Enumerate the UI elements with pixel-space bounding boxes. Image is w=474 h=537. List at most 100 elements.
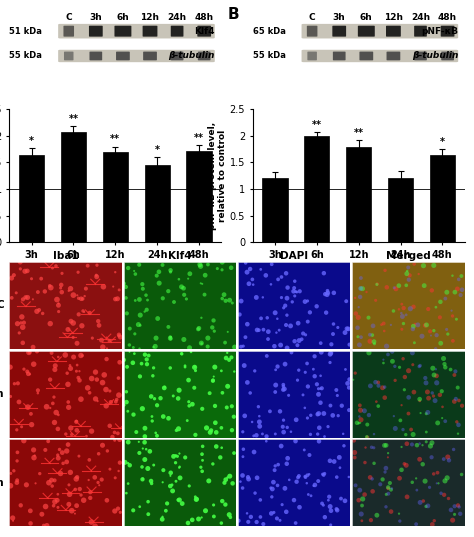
Point bbox=[386, 478, 394, 487]
Point bbox=[453, 418, 461, 426]
Point bbox=[351, 453, 358, 462]
Point bbox=[328, 340, 335, 349]
Point bbox=[193, 495, 201, 503]
Point bbox=[421, 321, 429, 330]
Point bbox=[226, 472, 234, 481]
Point bbox=[292, 437, 299, 445]
Point bbox=[150, 461, 157, 469]
Point bbox=[276, 407, 284, 416]
Point bbox=[283, 269, 290, 278]
Bar bbox=[61, 132, 86, 242]
Point bbox=[448, 306, 456, 315]
Point bbox=[124, 459, 132, 468]
Point bbox=[304, 317, 311, 326]
Point bbox=[245, 518, 252, 526]
Point bbox=[277, 341, 284, 350]
Point bbox=[431, 396, 439, 405]
Point bbox=[458, 470, 465, 479]
Point bbox=[351, 448, 358, 457]
Point bbox=[407, 425, 415, 434]
Point bbox=[282, 301, 289, 310]
Point bbox=[272, 381, 280, 389]
Point bbox=[287, 427, 295, 436]
Point bbox=[441, 477, 449, 485]
Point bbox=[192, 495, 200, 504]
Point bbox=[372, 378, 379, 387]
Point bbox=[292, 519, 300, 527]
Point bbox=[283, 311, 291, 320]
Point bbox=[68, 430, 75, 439]
Point bbox=[75, 310, 82, 318]
Point bbox=[180, 284, 187, 293]
Point bbox=[79, 307, 87, 315]
Point bbox=[257, 265, 264, 274]
Point bbox=[201, 291, 209, 299]
Point bbox=[284, 454, 292, 462]
Point bbox=[172, 459, 179, 467]
Point bbox=[141, 438, 148, 447]
Text: B: B bbox=[228, 7, 239, 22]
Point bbox=[380, 319, 387, 328]
Point bbox=[155, 267, 163, 276]
Point bbox=[160, 466, 167, 475]
Point bbox=[231, 343, 238, 351]
Point bbox=[368, 475, 376, 483]
Point bbox=[129, 359, 137, 367]
Point bbox=[433, 479, 440, 488]
Point bbox=[73, 426, 81, 434]
Point bbox=[447, 365, 455, 374]
Point bbox=[94, 397, 101, 405]
Point bbox=[166, 482, 174, 490]
Point bbox=[367, 516, 375, 525]
Point bbox=[144, 497, 152, 506]
Point bbox=[149, 372, 156, 380]
Point bbox=[272, 388, 279, 396]
Point bbox=[85, 455, 93, 464]
Point bbox=[352, 309, 360, 318]
Point bbox=[301, 297, 309, 306]
Point bbox=[130, 267, 138, 275]
Point bbox=[281, 360, 289, 368]
Point bbox=[150, 364, 157, 372]
Point bbox=[456, 503, 463, 511]
Point bbox=[303, 471, 311, 480]
Point bbox=[357, 333, 365, 342]
Point bbox=[158, 515, 166, 524]
Point bbox=[288, 348, 295, 357]
Point bbox=[383, 342, 391, 351]
Point bbox=[54, 496, 61, 505]
Point bbox=[259, 430, 266, 438]
Point bbox=[80, 496, 88, 505]
Point bbox=[43, 521, 51, 530]
Point bbox=[46, 281, 54, 290]
Point bbox=[64, 325, 72, 334]
Point bbox=[458, 286, 466, 294]
FancyBboxPatch shape bbox=[414, 52, 427, 60]
Point bbox=[434, 419, 441, 427]
Point bbox=[381, 441, 388, 449]
Point bbox=[185, 376, 192, 384]
Text: **: ** bbox=[354, 128, 364, 138]
Point bbox=[22, 293, 29, 302]
Point bbox=[139, 475, 146, 483]
Point bbox=[9, 517, 17, 525]
Point bbox=[64, 440, 72, 449]
Bar bbox=[304, 136, 329, 242]
Point bbox=[175, 496, 183, 504]
Point bbox=[42, 502, 49, 511]
Point bbox=[185, 482, 193, 490]
Point bbox=[81, 308, 88, 316]
Point bbox=[381, 266, 389, 274]
Point bbox=[419, 262, 427, 270]
Text: 55 kDa: 55 kDa bbox=[9, 52, 42, 61]
Point bbox=[330, 320, 337, 328]
Point bbox=[111, 268, 119, 277]
Point bbox=[380, 355, 387, 364]
Point bbox=[333, 473, 340, 481]
Point bbox=[438, 414, 446, 423]
Point bbox=[283, 344, 291, 352]
Point bbox=[374, 402, 382, 410]
Point bbox=[191, 362, 199, 371]
Point bbox=[129, 506, 137, 514]
Point bbox=[376, 480, 384, 489]
